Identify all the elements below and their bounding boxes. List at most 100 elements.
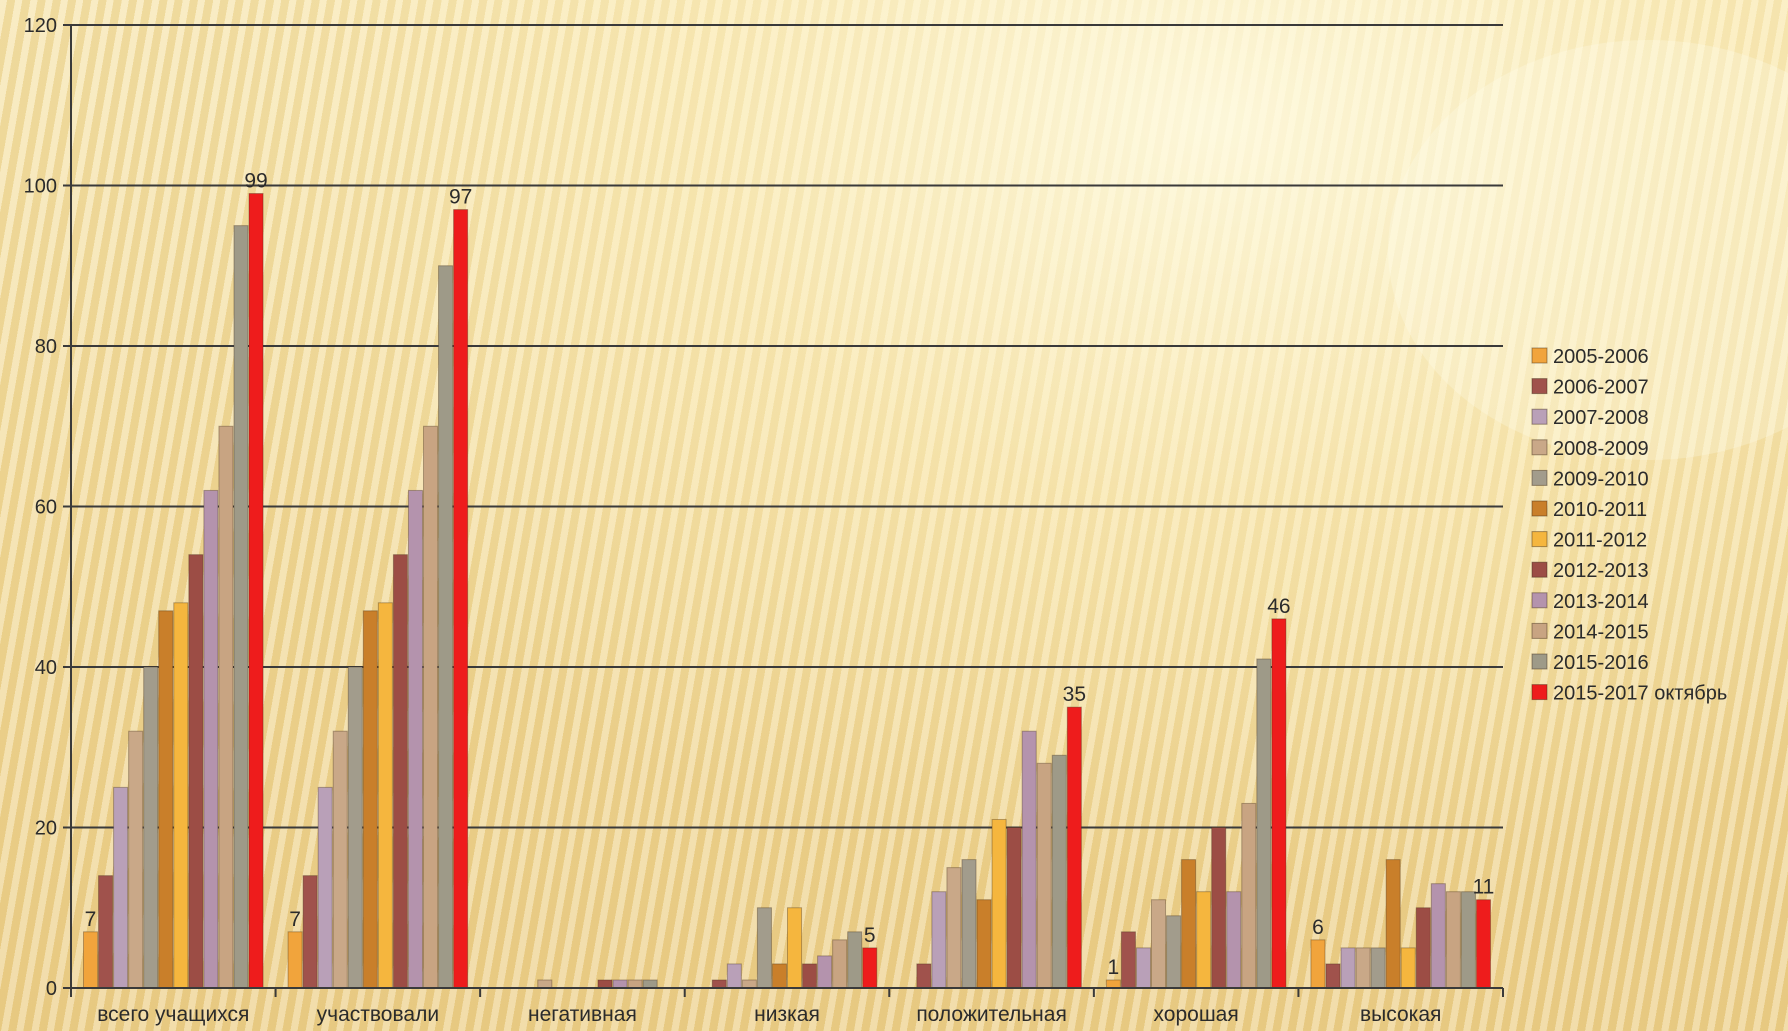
- x-tick-label: всего учащихся: [97, 1003, 249, 1026]
- bar: [143, 666, 159, 989]
- bar: [1370, 947, 1386, 989]
- bar: [1135, 947, 1152, 989]
- bar: [1196, 891, 1212, 989]
- bar: [991, 818, 1007, 989]
- legend-swatch: [1531, 592, 1548, 609]
- y-tick-label: 120: [24, 15, 57, 37]
- bar: [1325, 963, 1341, 989]
- data-label: 5: [864, 924, 876, 947]
- bar: [453, 209, 469, 989]
- bar: [1181, 859, 1197, 989]
- bar: [916, 963, 932, 989]
- legend-label: 2005-2006: [1553, 346, 1649, 368]
- bar: [407, 489, 424, 989]
- legend-swatch: [1531, 439, 1548, 456]
- bar: [1340, 947, 1356, 989]
- bar: [173, 602, 189, 989]
- legend-label: 2007-2008: [1553, 407, 1649, 429]
- bar: [787, 907, 803, 989]
- bars: [83, 193, 1492, 989]
- gridlines: [71, 24, 1503, 829]
- bar: [1211, 827, 1227, 989]
- y-tick-label: 60: [35, 497, 57, 519]
- legend-label: 2015-2017 октябрь: [1553, 683, 1727, 705]
- data-label: 99: [244, 170, 267, 193]
- legend-swatch: [1531, 561, 1548, 578]
- bar: [113, 786, 129, 989]
- y-tick-label: 20: [35, 818, 57, 840]
- legend-swatch: [1531, 622, 1548, 639]
- legend-swatch: [1531, 684, 1548, 701]
- bar: [98, 875, 114, 989]
- x-tick-label: положительная: [916, 1003, 1067, 1026]
- bar: [961, 859, 977, 989]
- bar: [158, 610, 174, 989]
- bar: [741, 979, 757, 989]
- data-label: 46: [1267, 595, 1290, 618]
- bar: [1385, 859, 1401, 989]
- legend-label: 2010-2011: [1553, 499, 1647, 521]
- bar: [203, 489, 219, 989]
- x-tick-label: участвовали: [317, 1003, 439, 1026]
- y-tick-label: 100: [24, 176, 57, 198]
- bar: [1166, 915, 1182, 989]
- data-label: 1: [1108, 956, 1120, 979]
- x-tick-label: высокая: [1360, 1003, 1441, 1026]
- bar: [1460, 891, 1476, 989]
- data-label: 6: [1312, 916, 1324, 939]
- bar: [862, 947, 878, 989]
- bar: [771, 963, 788, 989]
- bar: [1021, 730, 1037, 989]
- axes: 0 20 40 60 80 100 120 всего учащихся участвовали…: [24, 15, 1504, 1026]
- bar: [317, 786, 333, 989]
- bar: [438, 265, 454, 989]
- bar: [1036, 762, 1052, 989]
- bar: [188, 554, 204, 989]
- bar: [1445, 891, 1461, 989]
- legend-swatch: [1531, 408, 1548, 425]
- bar: [1051, 754, 1067, 989]
- bar: [537, 979, 553, 989]
- bar: [597, 979, 613, 989]
- bar: [1475, 899, 1492, 989]
- y-tick-label: 80: [35, 336, 57, 358]
- bar: [347, 666, 363, 989]
- data-label: 7: [85, 908, 97, 931]
- legend-label: 2011-2012: [1553, 530, 1647, 552]
- bar: [612, 979, 628, 989]
- data-label: 97: [449, 186, 472, 209]
- legend-label: 2014-2015: [1553, 621, 1649, 643]
- x-tick-label: негативная: [528, 1003, 637, 1026]
- bar: [1105, 979, 1121, 989]
- y-tick-label: 40: [35, 657, 57, 679]
- bar: [248, 193, 264, 989]
- bar: [392, 554, 408, 989]
- data-label: 11: [1473, 876, 1495, 899]
- data-label: 35: [1063, 683, 1086, 706]
- bar: [802, 963, 818, 989]
- bar: [756, 907, 772, 989]
- legend-label: 2013-2014: [1553, 591, 1649, 613]
- bar: [218, 425, 234, 989]
- bar: [1226, 891, 1242, 989]
- bar: [1400, 947, 1416, 989]
- data-label: 7: [289, 908, 301, 931]
- legend: 2005-2006 2006-2007 2007-2008 2008-2009 2009…: [1531, 346, 1727, 705]
- legend-swatch: [1531, 378, 1548, 395]
- bar: [423, 425, 439, 989]
- bar: [832, 939, 848, 989]
- bar: [302, 875, 318, 989]
- bar: [1066, 706, 1082, 989]
- bar: [847, 931, 863, 989]
- legend-swatch: [1531, 653, 1548, 670]
- bar: [627, 979, 643, 989]
- bar: [1355, 947, 1371, 989]
- bar: [128, 730, 144, 989]
- bar: [946, 867, 962, 989]
- bar: [377, 602, 393, 989]
- x-tick-label: хорошая: [1154, 1003, 1239, 1026]
- legend-label: 2009-2010: [1553, 468, 1649, 490]
